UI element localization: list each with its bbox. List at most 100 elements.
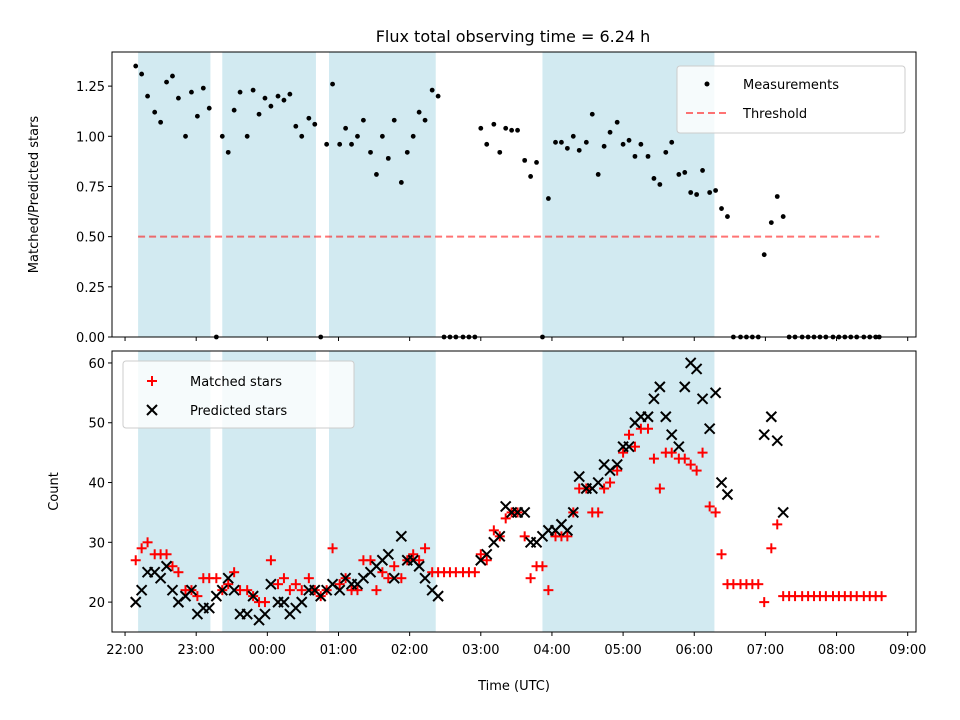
predicted-star-point — [709, 387, 722, 399]
matched-star-point — [273, 579, 284, 590]
measurements-axes: 0.00 0.25 0.50 0.75 1.00 1.25 Matched/Predict… — [27, 51, 917, 346]
matched-star-point — [525, 573, 536, 584]
bottom-axes-frame — [111, 350, 917, 633]
measurement-point — [688, 190, 694, 195]
measurement-point — [576, 147, 582, 153]
matched-star-point — [679, 453, 690, 464]
x-tick-label: 00:00 — [249, 643, 286, 658]
measurement-point — [139, 71, 145, 77]
top-legend-box — [676, 65, 906, 134]
matched-star-point — [192, 591, 203, 602]
matched-star-point — [389, 561, 400, 572]
matched-star-point — [229, 567, 240, 578]
predicted-star-point — [660, 411, 672, 423]
predicted-star-point — [494, 530, 506, 543]
matched-star-point — [648, 453, 659, 464]
bottom-legend-box — [122, 360, 355, 429]
top-y-tick-label: 0.00 — [76, 331, 105, 346]
matched-star-point — [759, 597, 770, 608]
measurement-point — [497, 149, 503, 155]
matched-star-point — [296, 585, 307, 596]
matched-star-point — [519, 531, 530, 542]
matched-star-point — [130, 555, 141, 566]
measurement-point — [589, 111, 595, 117]
predicted-star-point — [185, 584, 198, 596]
x-tick-label: 01:00 — [320, 643, 357, 658]
matched-star-point — [618, 447, 629, 458]
predicted-star-point — [703, 423, 716, 435]
bottom-y-tick-label: 60 — [88, 357, 105, 372]
x-tick-label: 06:00 — [676, 643, 713, 658]
x-tick-label: 22:00 — [106, 643, 143, 658]
measurement-point — [638, 141, 644, 147]
matched-star-point — [408, 549, 419, 560]
measurement-point — [491, 121, 497, 127]
legend-matched-label: Matched stars — [190, 375, 282, 390]
matched-star-point — [242, 585, 253, 596]
matched-star-point — [420, 543, 431, 554]
matched-star-point — [334, 579, 345, 590]
measurement-point — [534, 159, 539, 165]
predicted-star-point — [241, 608, 253, 620]
measurement-point — [330, 81, 335, 87]
measurement-point — [391, 117, 397, 123]
top-y-tick-label: 0.75 — [76, 180, 105, 195]
predicted-star-point — [561, 524, 574, 537]
measurement-point — [306, 115, 312, 121]
matched-star-point — [697, 447, 708, 458]
predicted-star-point — [654, 381, 666, 393]
legend-predicted-label: Predicted stars — [190, 404, 287, 419]
matched-star-point — [488, 525, 499, 536]
measurement-point — [324, 141, 330, 147]
matched-star-point — [766, 543, 777, 554]
legend-predicted-marker — [146, 404, 158, 416]
measurement-point — [719, 206, 724, 211]
predicted-star-point — [160, 560, 173, 572]
measurement-point — [707, 190, 713, 195]
matched-star-point — [605, 477, 616, 488]
bottom-x-axis: 22:00 23:00 00:00 01:00 02:00 03:00 04:00 05:00… — [106, 632, 926, 658]
predicted-star-point — [419, 572, 431, 584]
predicted-star-point — [777, 506, 789, 519]
matched-star-point — [371, 585, 382, 596]
measurement-point — [632, 153, 638, 159]
predicted-star-point — [395, 530, 408, 543]
x-tick-label: 23:00 — [177, 643, 214, 658]
predicted-star-point — [130, 596, 142, 608]
predicted-star-point — [642, 411, 654, 423]
bottom-legend: Matched stars Predicted stars — [122, 360, 355, 429]
measurement-point — [368, 149, 373, 155]
measurement-point — [244, 133, 250, 139]
matched-star-point — [593, 507, 604, 518]
figure-title: Flux total observing time = 6.24 h — [376, 27, 651, 46]
predicted-star-point — [247, 590, 259, 602]
observing-window-2 — [222, 52, 316, 337]
measurement-point — [768, 220, 774, 225]
matched-star-point — [414, 555, 425, 566]
x-tick-label: 07:00 — [747, 643, 784, 658]
bottom-y-tick-label: 20 — [88, 596, 105, 611]
bottom-y-tick-label: 50 — [88, 417, 105, 432]
measurement-point — [262, 95, 268, 101]
legend-threshold-label: Threshold — [742, 107, 807, 122]
top-y-tick-label: 0.50 — [76, 231, 105, 246]
measurement-point — [158, 119, 164, 125]
measurement-point — [676, 172, 682, 177]
measurement-point — [429, 87, 435, 93]
matched-star-point — [666, 447, 677, 458]
predicted-star-point — [216, 584, 228, 596]
predicted-star-point — [592, 476, 604, 489]
matched-star-point — [259, 597, 270, 608]
predicted-star-point — [203, 602, 215, 614]
measurement-point — [694, 192, 700, 197]
top-y-tick-label: 0.25 — [76, 281, 105, 296]
measurement-point — [478, 125, 484, 131]
predicted-star-point — [481, 548, 493, 560]
predicted-star-point — [758, 428, 770, 441]
measurement-point — [528, 174, 534, 179]
predicted-star-point — [166, 584, 179, 596]
predicted-star-point — [623, 440, 635, 453]
measurement-point — [206, 105, 212, 111]
measurement-point — [553, 139, 558, 145]
measurement-point — [545, 196, 551, 201]
